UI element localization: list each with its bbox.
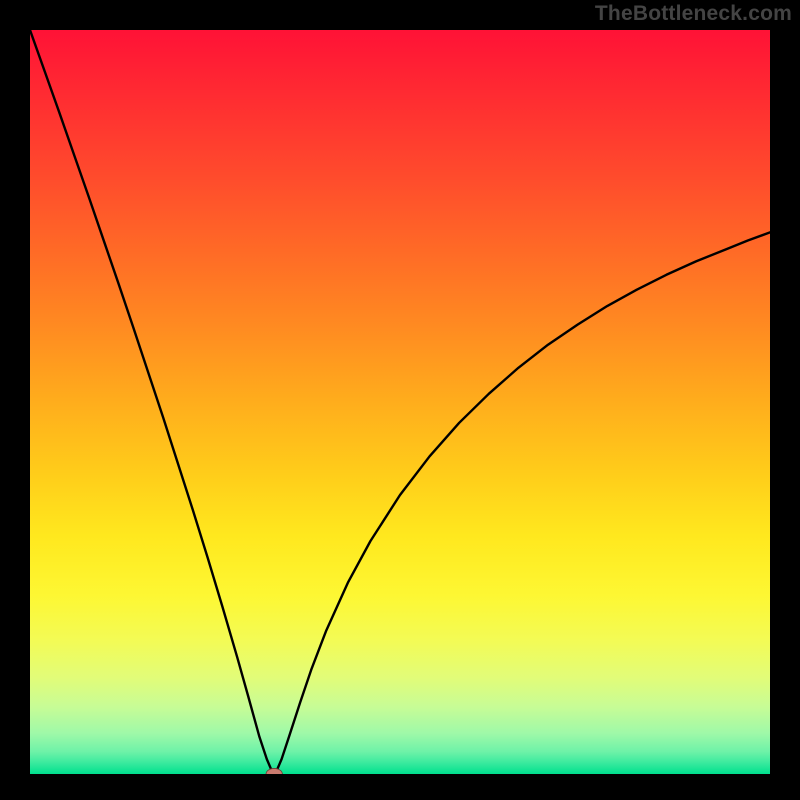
chart-container: TheBottleneck.com	[0, 0, 800, 800]
plot-svg	[30, 30, 770, 774]
watermark-text: TheBottleneck.com	[595, 2, 792, 26]
gradient-background	[30, 30, 770, 774]
plot-area	[30, 30, 770, 774]
